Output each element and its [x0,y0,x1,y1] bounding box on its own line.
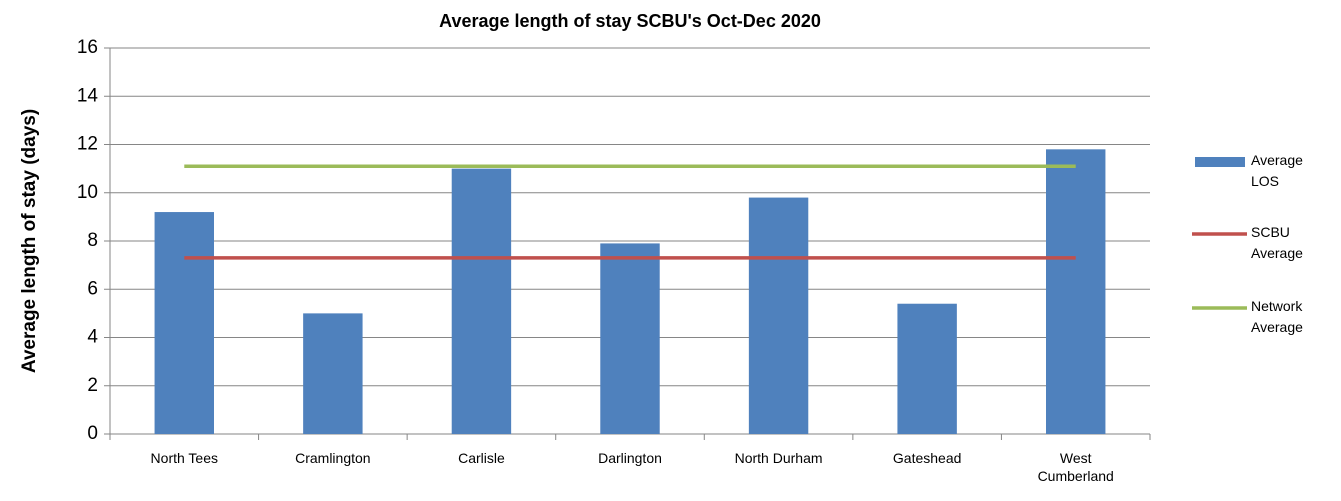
y-tick-label: 4 [87,327,98,348]
y-tick-label: 0 [87,423,98,444]
y-tick-label: 12 [77,134,98,155]
y-tick-label: 8 [87,230,98,251]
y-tick-label: 16 [77,37,98,58]
bar [451,168,512,434]
legend-label: Average LOS [1251,152,1303,189]
bar [1046,149,1106,434]
legend-label: SCBU Average [1251,224,1303,261]
x-tick-label: West Cumberland [1037,450,1114,484]
x-tick-label: Darlington [598,450,662,466]
x-tick-label: North Tees [150,450,218,466]
x-tick-label: North Durham [734,450,823,466]
x-tick-label: Gateshead [892,450,962,466]
y-tick-label: 2 [87,375,98,396]
bar [600,243,660,434]
bar [748,197,809,434]
chart-title: Average length of stay SCBU's Oct-Dec 20… [439,11,821,31]
bar [154,212,214,434]
legend-swatch [1195,157,1245,167]
y-tick-label: 10 [77,182,98,203]
x-tick-label: Cramlington [295,450,371,466]
x-tick-label: Carlisle [458,450,505,466]
bar [303,313,363,434]
legend-label: Network Average [1251,298,1303,335]
y-tick-label: 6 [87,278,98,299]
bar [897,303,957,434]
y-axis-title: Average length of stay (days) [19,109,40,373]
y-tick-label: 14 [77,85,99,106]
